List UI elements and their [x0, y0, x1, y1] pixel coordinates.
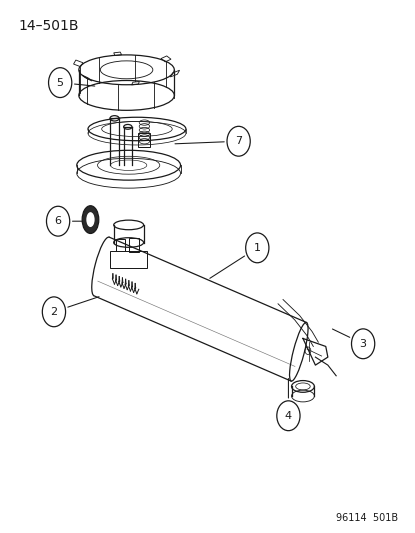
Text: 96114  501B: 96114 501B: [336, 513, 398, 523]
Bar: [129, 238, 139, 252]
Bar: [138, 133, 150, 147]
Text: 6: 6: [55, 216, 61, 226]
Text: 14–501B: 14–501B: [19, 19, 79, 33]
Ellipse shape: [82, 206, 99, 233]
Text: 2: 2: [50, 307, 58, 317]
Text: 4: 4: [285, 411, 292, 421]
Ellipse shape: [86, 212, 95, 227]
Text: 5: 5: [57, 78, 63, 87]
Text: 3: 3: [360, 339, 366, 349]
Text: 7: 7: [235, 136, 242, 146]
Bar: [116, 239, 125, 251]
Bar: [110, 251, 147, 268]
Text: 1: 1: [254, 243, 261, 253]
